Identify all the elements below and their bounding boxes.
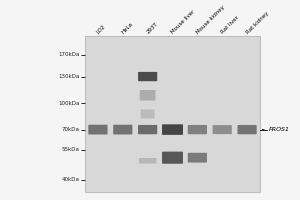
FancyBboxPatch shape: [139, 158, 156, 164]
Text: PROS1: PROS1: [268, 127, 290, 132]
Text: 55kDa: 55kDa: [61, 147, 80, 152]
FancyBboxPatch shape: [162, 124, 183, 135]
Text: HeLa: HeLa: [121, 22, 134, 35]
Text: 293T: 293T: [146, 22, 159, 35]
FancyBboxPatch shape: [213, 125, 232, 134]
Text: 100kDa: 100kDa: [58, 101, 80, 106]
FancyBboxPatch shape: [88, 125, 107, 134]
Text: 130kDa: 130kDa: [58, 74, 80, 79]
FancyBboxPatch shape: [141, 110, 154, 118]
FancyBboxPatch shape: [188, 125, 207, 134]
Text: 170kDa: 170kDa: [58, 52, 80, 57]
Text: Mouse kidney: Mouse kidney: [195, 5, 226, 35]
Bar: [85, 36, 260, 192]
FancyBboxPatch shape: [113, 125, 132, 134]
Text: Rat liver: Rat liver: [220, 15, 240, 35]
Text: LO2: LO2: [96, 24, 107, 35]
Text: 40kDa: 40kDa: [61, 177, 80, 182]
Text: 70kDa: 70kDa: [61, 127, 80, 132]
FancyBboxPatch shape: [238, 125, 257, 134]
Text: Rat kidney: Rat kidney: [245, 11, 269, 35]
FancyBboxPatch shape: [188, 153, 207, 163]
FancyBboxPatch shape: [140, 90, 155, 101]
Text: Mouse liver: Mouse liver: [170, 9, 196, 35]
FancyBboxPatch shape: [162, 152, 183, 164]
FancyBboxPatch shape: [138, 72, 157, 81]
FancyBboxPatch shape: [138, 125, 157, 134]
